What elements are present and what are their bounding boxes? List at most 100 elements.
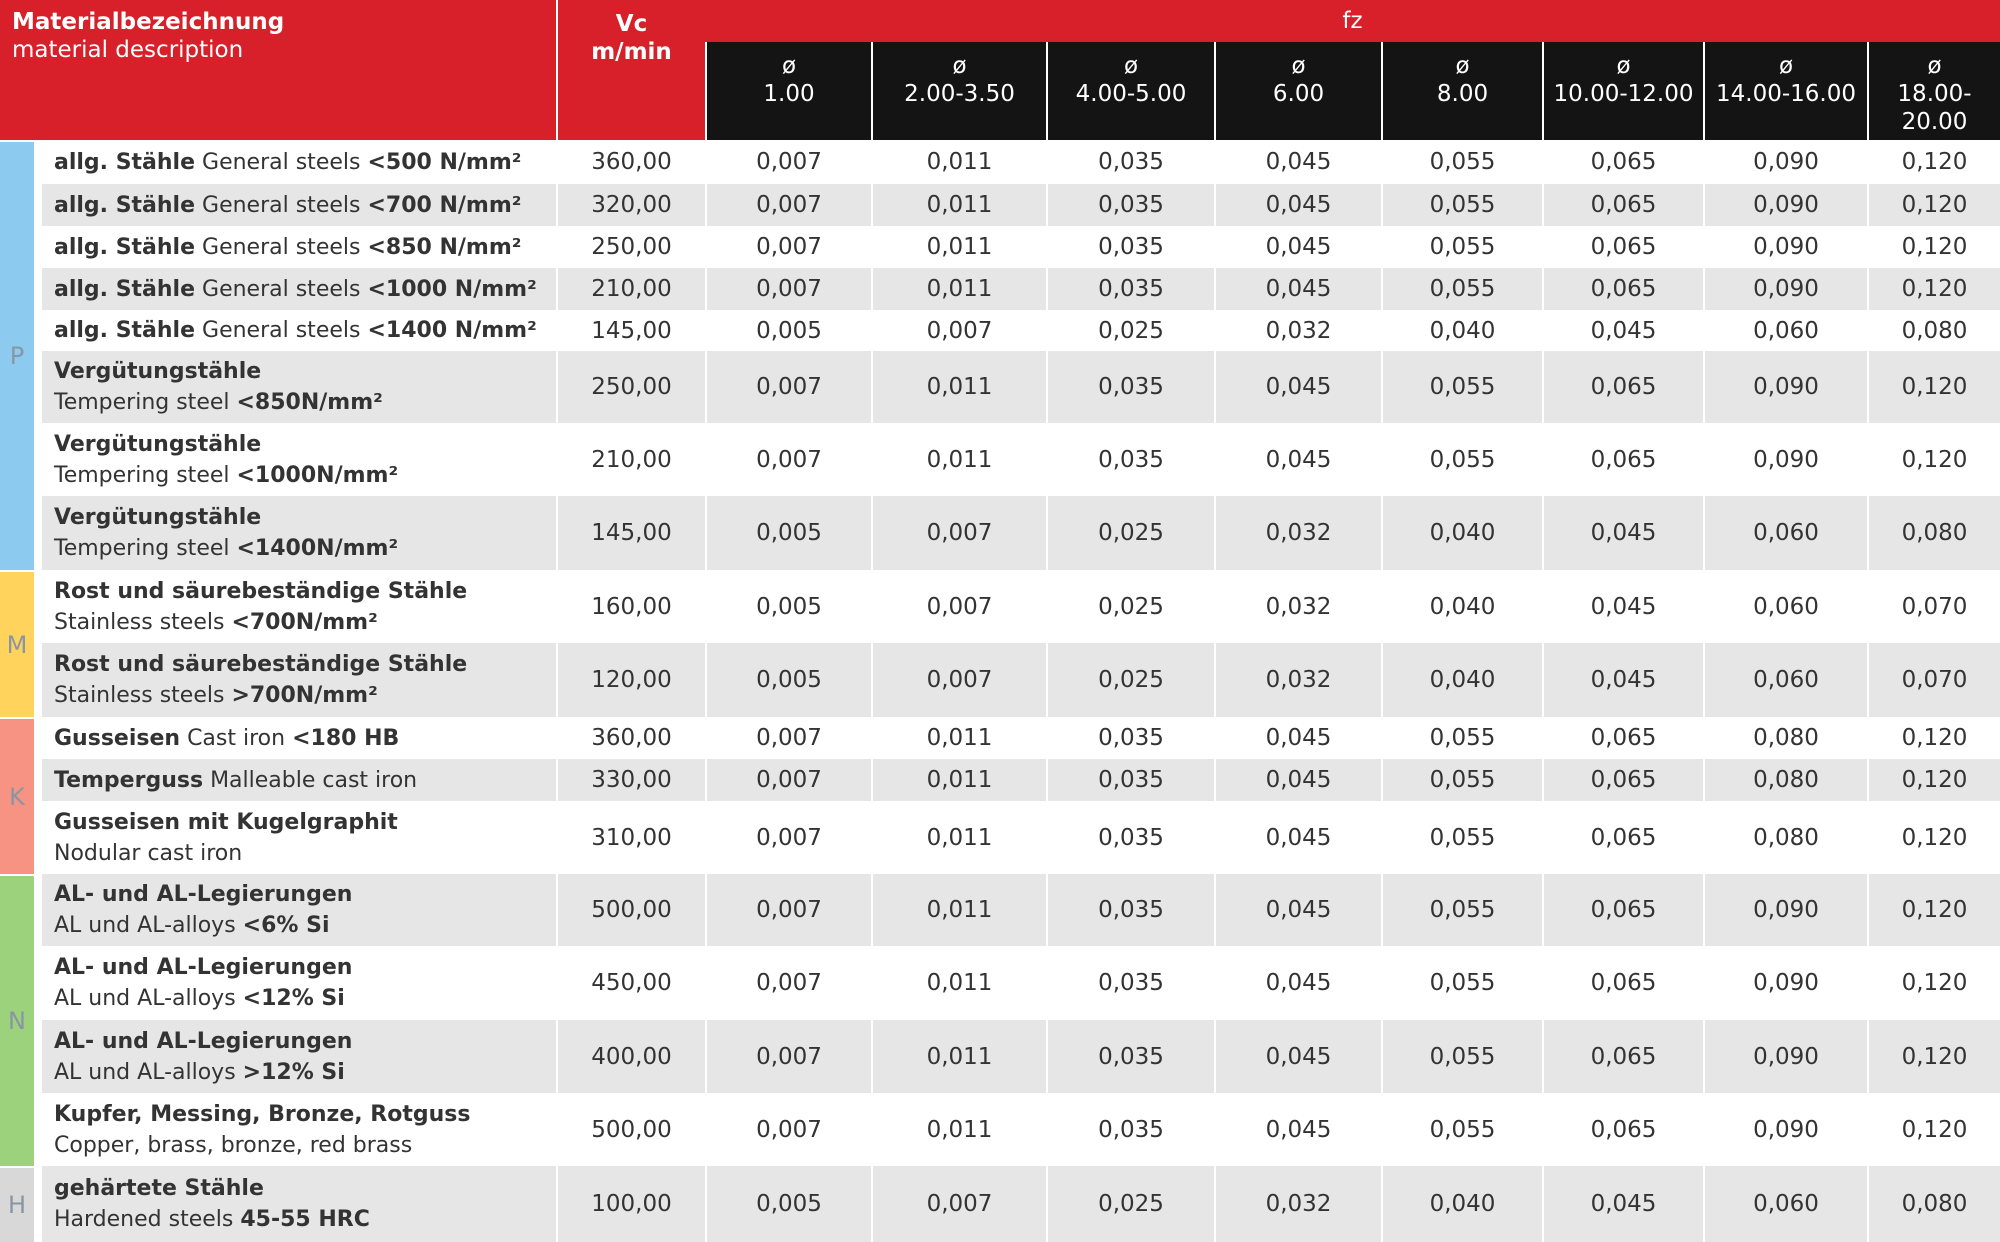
fz-cell: 0,011: [871, 226, 1046, 268]
fz-cell: 0,025: [1046, 496, 1214, 570]
diameter-symbol: ø: [1291, 53, 1306, 79]
material-de: Rost und säurebeständige Stähle: [54, 652, 468, 677]
fz-cell: 0,055: [1381, 801, 1542, 874]
fz-cell: 0,032: [1214, 570, 1381, 643]
material-de: gehärtete Stähle: [54, 1176, 264, 1201]
diameter-header: ø 6.00: [1214, 42, 1381, 140]
material-line: AL- und AL-Legierungen: [54, 952, 352, 983]
fz-cell: 0,035: [1046, 351, 1214, 423]
fz-cell: 0,025: [1046, 310, 1214, 351]
fz-cell: 0,040: [1381, 570, 1542, 643]
fz-cell: 0,011: [871, 184, 1046, 226]
material-en: AL und AL-alloys: [54, 913, 236, 938]
fz-cell: 0,055: [1381, 226, 1542, 268]
fz-cell: 0,080: [1703, 801, 1867, 874]
fz-cell: 0,065: [1542, 423, 1703, 496]
fz-cell: 0,070: [1867, 643, 2000, 717]
material-en: AL und AL-alloys: [54, 1059, 236, 1085]
material-text: allg. Stähle General steels <1400 N/mm²: [54, 315, 537, 346]
fz-cell: 0,007: [705, 874, 871, 946]
diameter-header: ø 8.00: [1381, 42, 1542, 140]
material-cell: Gusseisen mit Kugelgraphit Nodular cast i…: [42, 801, 556, 874]
fz-cell: 0,007: [705, 1020, 871, 1093]
material-en: Tempering steel: [54, 462, 230, 488]
material-text: Kupfer, Messing, Bronze, Rotguss Copper, …: [54, 1099, 470, 1161]
fz-cell: 0,090: [1703, 1093, 1867, 1166]
fz-cell: 0,045: [1542, 1166, 1703, 1242]
material-en: Copper, brass, bronze, red brass: [54, 1132, 413, 1158]
material-header-de: Materialbezeichnung: [12, 9, 285, 35]
material-cell: Vergütungstähle Tempering steel <1400N/mm…: [42, 496, 556, 570]
material-line: AL und AL-alloys <12% Si: [54, 983, 352, 1014]
fz-cell: 0,065: [1542, 717, 1703, 759]
fz-cell: 0,040: [1381, 496, 1542, 570]
vc-cell: 250,00: [556, 351, 705, 423]
fz-cell: 0,120: [1867, 184, 2000, 226]
material-cell: AL- und AL-Legierungen AL und AL-alloys >…: [42, 1020, 556, 1093]
fz-cell: 0,090: [1703, 268, 1867, 310]
fz-cell: 0,055: [1381, 140, 1542, 184]
material-text: Gusseisen Cast iron <180 HB: [54, 723, 399, 754]
fz-cell: 0,120: [1867, 1093, 2000, 1166]
vc-cell: 210,00: [556, 423, 705, 496]
material-spec: <850N/mm²: [236, 390, 383, 415]
material-cell: AL- und AL-Legierungen AL und AL-alloys <…: [42, 946, 556, 1020]
material-cell: Temperguss Malleable cast iron: [42, 759, 556, 801]
material-cell: AL- und AL-Legierungen AL und AL-alloys <…: [42, 874, 556, 946]
material-spec: <850 N/mm²: [367, 234, 522, 260]
diameter-value: 14.00-16.00: [1716, 81, 1856, 107]
fz-cell: 0,090: [1703, 946, 1867, 1020]
material-line: Stainless steels >700N/mm²: [54, 680, 467, 711]
group-cell: K: [0, 717, 34, 874]
fz-cell: 0,065: [1542, 226, 1703, 268]
fz-cell: 0,007: [705, 759, 871, 801]
material-line: Vergütungstähle: [54, 356, 383, 387]
material-spec: <1400 N/mm²: [367, 318, 537, 343]
fz-cell: 0,040: [1381, 310, 1542, 351]
fz-cell: 0,035: [1046, 1020, 1214, 1093]
fz-cell: 0,065: [1542, 801, 1703, 874]
vc-cell: 145,00: [556, 496, 705, 570]
fz-cell: 0,035: [1046, 423, 1214, 496]
fz-cell: 0,007: [871, 310, 1046, 351]
fz-cell: 0,007: [705, 717, 871, 759]
material-text: allg. Stähle General steels <1000 N/mm²: [54, 274, 537, 305]
fz-cell: 0,025: [1046, 570, 1214, 643]
fz-cell: 0,120: [1867, 226, 2000, 268]
fz-cell: 0,120: [1867, 717, 2000, 759]
fz-cell: 0,035: [1046, 759, 1214, 801]
vc-cell: 360,00: [556, 717, 705, 759]
fz-cell: 0,055: [1381, 1020, 1542, 1093]
fz-cell: 0,065: [1542, 1020, 1703, 1093]
fz-cell: 0,045: [1214, 226, 1381, 268]
fz-cell: 0,045: [1542, 643, 1703, 717]
fz-cell: 0,090: [1703, 351, 1867, 423]
material-line: AL- und AL-Legierungen: [54, 1026, 352, 1057]
material-line: Stainless steels <700N/mm²: [54, 607, 467, 638]
fz-cell: 0,045: [1542, 570, 1703, 643]
material-spec: <6% Si: [242, 913, 330, 938]
material-spec: <12% Si: [242, 986, 345, 1011]
fz-cell: 0,011: [871, 717, 1046, 759]
fz-cell: 0,007: [705, 1093, 871, 1166]
fz-cell: 0,060: [1703, 1166, 1867, 1242]
diameter-header: ø 18.00-20.00: [1867, 42, 2000, 140]
material-spec: <1400N/mm²: [236, 536, 399, 561]
diameter-symbol: ø: [1455, 53, 1470, 79]
fz-cell: 0,011: [871, 1093, 1046, 1166]
fz-cell: 0,032: [1214, 496, 1381, 570]
material-en: General steels: [202, 276, 361, 302]
fz-cell: 0,045: [1214, 184, 1381, 226]
material-en: Stainless steels: [54, 609, 225, 635]
fz-cell: 0,080: [1703, 759, 1867, 801]
fz-cell: 0,090: [1703, 423, 1867, 496]
fz-cell: 0,045: [1214, 1020, 1381, 1093]
material-text: AL- und AL-Legierungen AL und AL-alloys <…: [54, 879, 352, 941]
material-spec: >700N/mm²: [231, 683, 378, 708]
material-cell: allg. Stähle General steels <500 N/mm²: [42, 140, 556, 184]
fz-cell: 0,007: [705, 423, 871, 496]
material-de: Temperguss: [54, 767, 204, 793]
material-line: AL und AL-alloys <6% Si: [54, 910, 352, 941]
vc-label: Vc: [615, 11, 648, 37]
